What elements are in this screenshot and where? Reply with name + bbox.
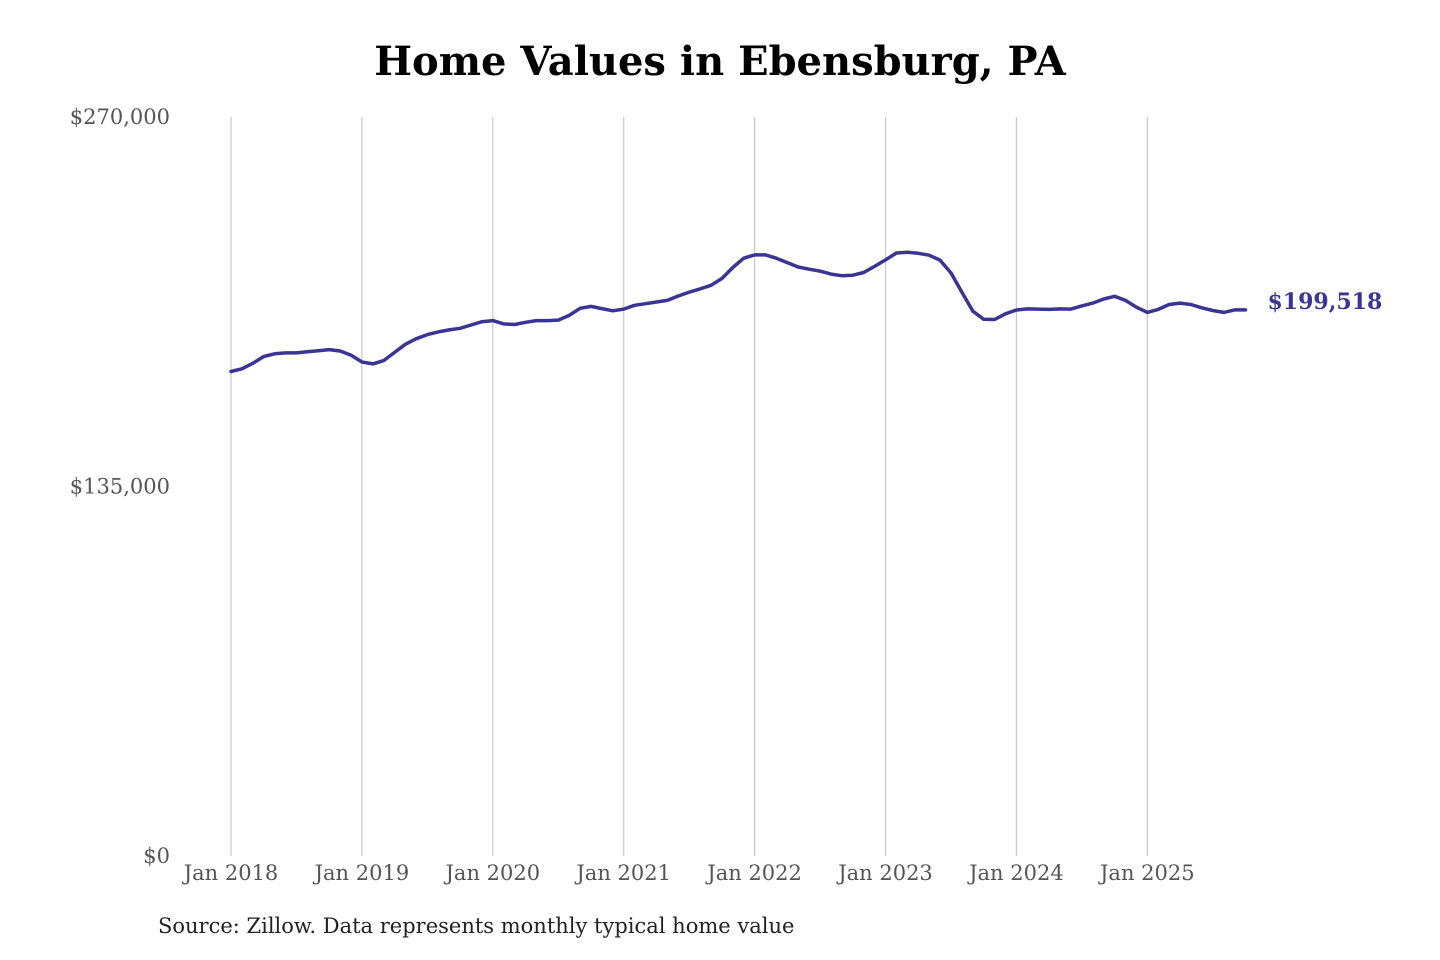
y-tick-label: $270,000 [70, 105, 170, 129]
x-tick-label: Jan 2022 [705, 861, 802, 885]
y-axis-ticks: $0 $135,000 $270,000 [70, 105, 170, 868]
gridlines [230, 117, 1148, 856]
chart-title: Home Values in Ebensburg, PA [374, 38, 1066, 85]
x-tick-label: Jan 2025 [1098, 861, 1195, 885]
source-note: Source: Zillow. Data represents monthly … [158, 914, 795, 938]
x-tick-label: Jan 2020 [444, 861, 541, 885]
annotation-layer: $199,518 [1267, 289, 1382, 315]
series-line [229, 250, 1248, 374]
x-tick-label: Jan 2023 [836, 861, 933, 885]
x-tick-label: Jan 2019 [313, 861, 410, 885]
end-value-label: $199,518 [1267, 289, 1382, 315]
x-axis-ticks: Jan 2018 Jan 2019 Jan 2020 Jan 2021 Jan 2022… [182, 861, 1195, 885]
x-tick-label: Jan 2018 [182, 861, 279, 885]
y-tick-label: $0 [143, 844, 170, 868]
x-tick-label: Jan 2024 [967, 861, 1064, 885]
y-tick-label: $135,000 [70, 475, 170, 499]
x-tick-label: Jan 2021 [574, 861, 671, 885]
series-layer [229, 250, 1248, 374]
